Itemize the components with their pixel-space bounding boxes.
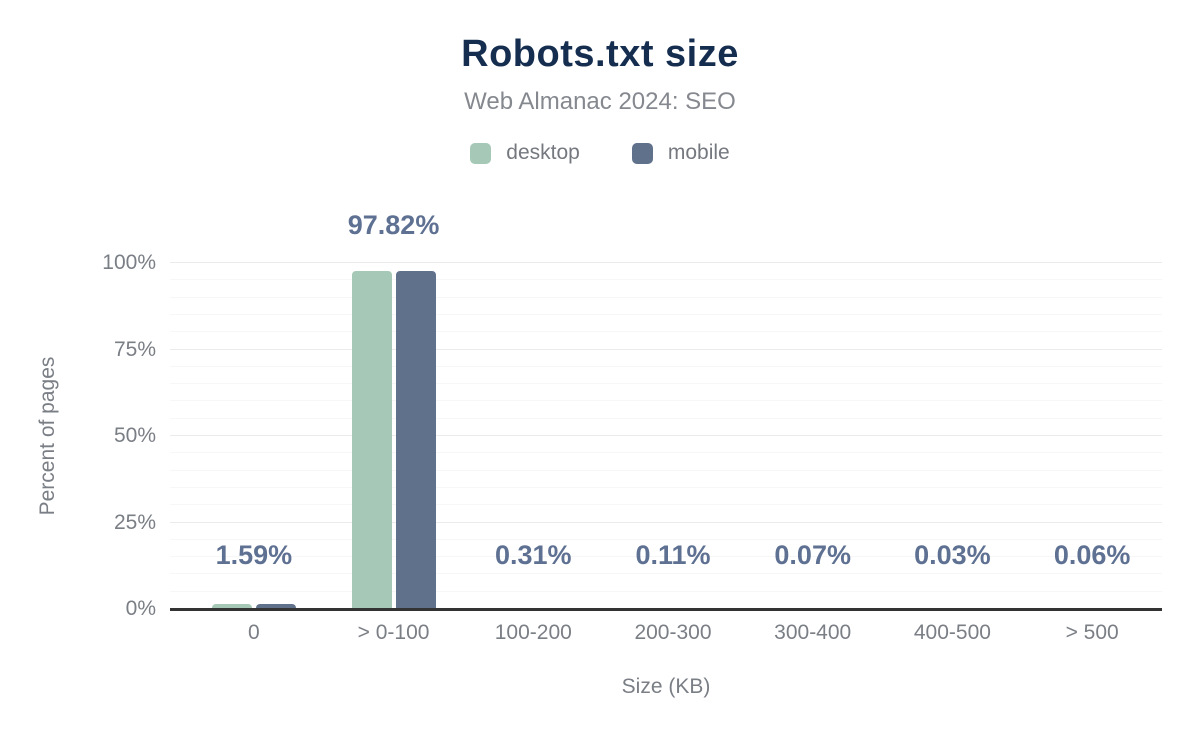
legend-swatch-desktop	[470, 142, 492, 164]
y-tick-label: 25%	[113, 510, 156, 534]
major-gridline	[170, 262, 1162, 263]
x-axis-line	[170, 608, 1162, 611]
x-tick-label: 200-300	[634, 621, 712, 644]
bar-pair	[184, 263, 324, 609]
bar-mobile-1[interactable]	[395, 270, 436, 609]
minor-gridline	[170, 279, 1162, 281]
plot-area: 1.59% 97.82% 0.31% 0.11% 0.07% 0.03% 0.06%	[170, 210, 1162, 611]
bar-value-label: 0.03%	[914, 540, 991, 570]
x-axis-tick-labels: 0 > 0-100 100-200 200-300 300-400 400-500 > 50…	[184, 621, 1162, 649]
bar-group-> 500: 0.06%	[1022, 263, 1162, 609]
minor-gridline	[170, 313, 1162, 315]
legend-label-desktop: desktop	[506, 141, 580, 164]
bar-group-400-500: 0.03%	[883, 263, 1023, 609]
bar-value-label: 1.59%	[215, 540, 293, 570]
bar-group-> 0-100: 97.82%	[324, 210, 464, 609]
y-tick-label: 75%	[113, 337, 156, 361]
minor-gridline	[170, 383, 1162, 385]
x-tick-label: 0	[248, 621, 260, 644]
legend: desktop mobile	[0, 141, 1200, 165]
major-gridline	[170, 521, 1162, 523]
bar-pair	[324, 263, 464, 609]
minor-gridline	[170, 469, 1162, 471]
x-tick-label: > 0-100	[357, 621, 430, 644]
x-tick-label: > 500	[1065, 621, 1119, 644]
bar-groups: 1.59% 97.82% 0.31% 0.11% 0.07% 0.03% 0.06%	[184, 210, 1162, 609]
bar-value-label: 0.06%	[1053, 540, 1131, 570]
minor-gridline	[170, 538, 1162, 540]
minor-gridline	[170, 296, 1162, 298]
minor-gridline	[170, 365, 1162, 367]
minor-gridline	[170, 486, 1162, 488]
y-tick-label: 0%	[125, 597, 156, 620]
minor-gridline	[170, 452, 1162, 454]
minor-gridline	[170, 556, 1162, 558]
bar-group-0: 1.59%	[184, 263, 324, 609]
minor-gridline	[170, 400, 1162, 402]
bar-value-label: 97.82%	[347, 209, 440, 240]
legend-label-mobile: mobile	[667, 141, 730, 164]
bar-desktop-0[interactable]	[211, 603, 252, 609]
bar-group-100-200: 0.31%	[463, 263, 603, 609]
minor-gridline	[170, 590, 1162, 592]
minor-gridline	[170, 417, 1162, 419]
bar-group-300-400: 0.07%	[743, 263, 883, 609]
chart-title: Robots.txt size	[461, 33, 739, 75]
major-gridline	[170, 435, 1162, 436]
x-tick-label: 400-500	[913, 621, 991, 644]
y-tick-label: 50%	[113, 424, 156, 447]
bar-value-label: 0.07%	[774, 540, 851, 570]
bar-value-label: 0.11%	[635, 540, 711, 570]
minor-gridline	[170, 573, 1162, 575]
legend-item-mobile: mobile	[631, 141, 730, 165]
major-gridline	[170, 348, 1162, 350]
minor-gridline	[170, 504, 1162, 506]
y-tick-label: 100%	[102, 251, 156, 274]
minor-gridline	[170, 331, 1162, 333]
y-axis-tick-labels: 0% 25% 50% 75% 100%	[0, 251, 156, 620]
x-tick-label: 100-200	[494, 621, 572, 644]
x-axis-title: Size (KB)	[621, 675, 711, 698]
bar-desktop-1[interactable]	[351, 270, 392, 609]
chart-subtitle: Web Almanac 2024: SEO	[464, 88, 736, 115]
bar-group-200-300: 0.11%	[603, 263, 743, 609]
bar-value-label: 0.31%	[494, 540, 572, 570]
legend-swatch-mobile	[631, 142, 653, 164]
legend-item-desktop: desktop	[470, 141, 580, 165]
bar-mobile-0[interactable]	[255, 603, 296, 609]
x-tick-label: 300-400	[774, 621, 852, 644]
